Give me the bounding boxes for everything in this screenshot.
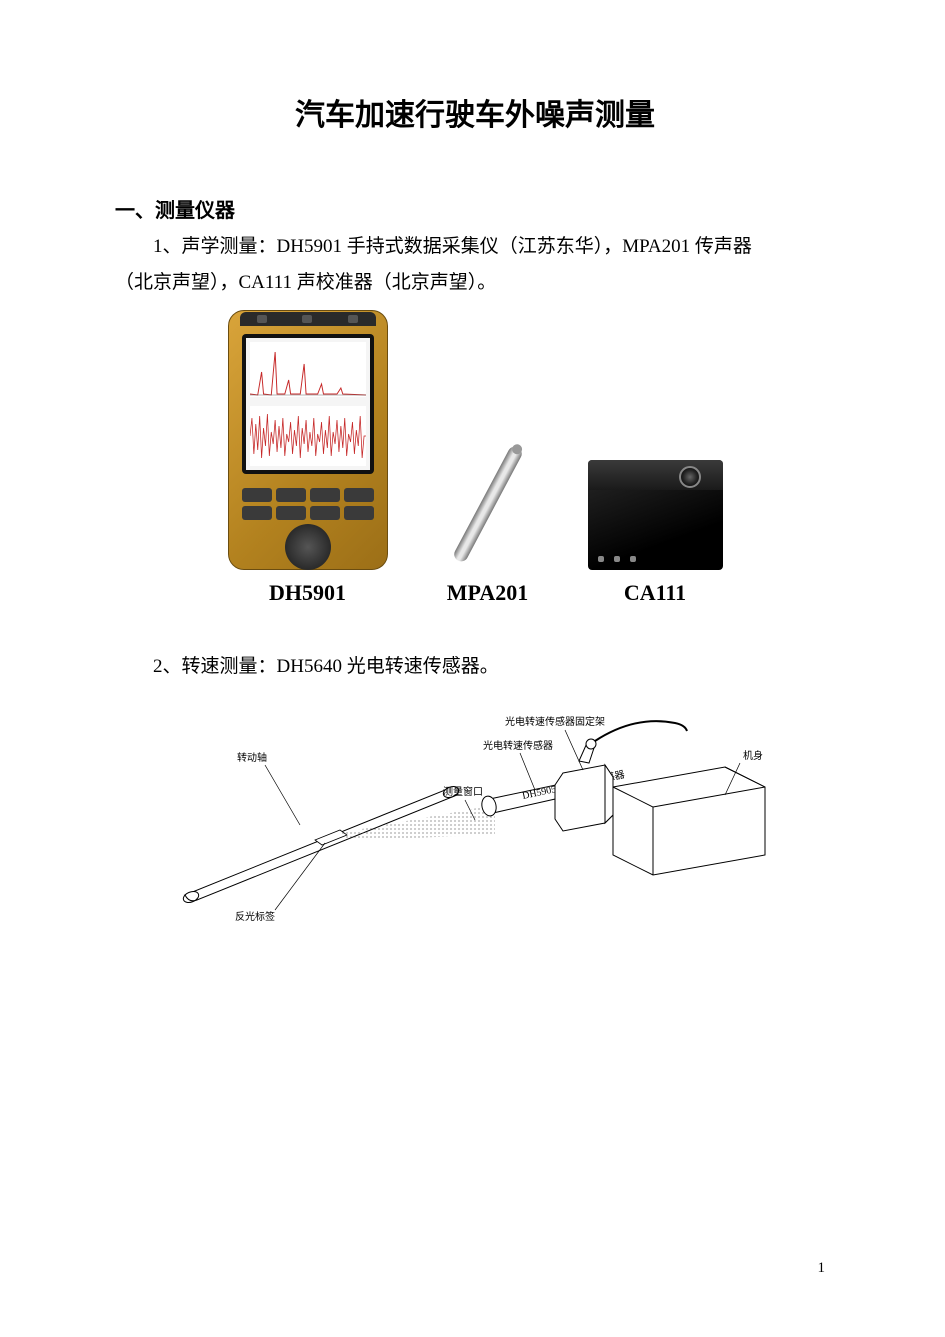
figure-dh5901: DH5901 [228,310,388,606]
ca111-device-icon [588,460,723,570]
section1-item1-line2: （北京声望），CA111 声校准器（北京声望）。 [115,267,835,299]
diagram-label-reflector: 反光标签 [235,910,275,923]
dh5901-device-icon [228,310,388,570]
section1-header: 一、测量仪器 [115,194,835,223]
section1-item1-line1: 1、声学测量：DH5901 手持式数据采集仪（江苏东华），MPA201 传声器 [115,231,835,263]
figure-ca111: CA111 [588,460,723,606]
diagram-label-shaft: 转动轴 [237,751,267,764]
diagram-label-sensor: 光电转速传感器 [483,739,553,752]
section2-text: 2、转速测量：DH5640 光电转速传感器。 [115,651,835,683]
sensor-diagram: DH5905光电转速传感器 [115,695,835,955]
diagram-label-bracket: 光电转速传感器固定架 [505,715,605,728]
mpa201-device-icon [423,440,553,570]
diagram-label-window: 测量窗口 [443,785,483,798]
mpa201-label: MPA201 [447,580,528,606]
dh5640-diagram-icon: DH5905光电转速传感器 [165,695,785,955]
instrument-figure-row: DH5901 MPA201 CA111 [115,310,835,606]
ca111- label: CA111 [624,580,686,606]
page-title: 汽车加速行驶车外噪声测量 [115,90,835,134]
diagram-label-body: 机身 [743,749,763,762]
dh5901-label: DH5901 [269,580,346,606]
figure-mpa201: MPA201 [423,440,553,606]
page-number: 1 [818,1260,826,1277]
